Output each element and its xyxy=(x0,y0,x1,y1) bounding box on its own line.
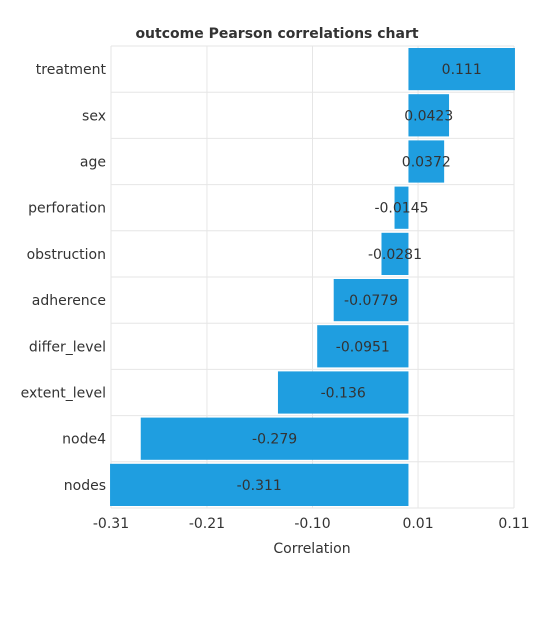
x-tick-label: -0.10 xyxy=(294,516,330,532)
bar-value-label: -0.0951 xyxy=(336,339,390,355)
bar-sex[interactable] xyxy=(408,94,450,137)
x-tick-label: 0.11 xyxy=(498,516,529,532)
x-axis-tick-labels: -0.31 -0.21 -0.10 0.01 0.11 xyxy=(93,516,530,532)
x-tick-label: 0.01 xyxy=(402,516,433,532)
bar-value-label: -0.0779 xyxy=(344,293,398,309)
bars xyxy=(110,48,515,506)
category-label-obstruction: obstruction xyxy=(27,247,106,263)
category-label-nodes: nodes xyxy=(64,478,106,494)
bar-treatment[interactable] xyxy=(408,48,515,91)
bar-value-label: 0.111 xyxy=(442,62,482,78)
bar-obstruction[interactable] xyxy=(381,232,409,275)
bar-extent_level[interactable] xyxy=(277,371,409,414)
category-label-differ_level: differ_level xyxy=(29,339,106,355)
bar-value-label: -0.279 xyxy=(252,432,297,448)
category-label-node4: node4 xyxy=(62,432,106,448)
chart-title: outcome Pearson correlations chart xyxy=(135,26,418,42)
bar-perforation[interactable] xyxy=(394,186,409,229)
bar-differ_level[interactable] xyxy=(317,325,409,368)
bar-nodes[interactable] xyxy=(110,463,409,506)
bar-node4[interactable] xyxy=(140,417,409,460)
x-axis-title: Correlation xyxy=(273,541,350,557)
category-label-adherence: adherence xyxy=(32,293,106,309)
bar-value-label: -0.0145 xyxy=(374,201,428,217)
bar-value-label: -0.136 xyxy=(321,386,366,402)
category-label-sex: sex xyxy=(82,108,106,124)
x-tick-label: -0.31 xyxy=(93,516,129,532)
bar-value-label: 0.0372 xyxy=(402,155,451,171)
category-label-treatment: treatment xyxy=(36,62,107,78)
bar-adherence[interactable] xyxy=(333,279,409,322)
category-label-extent_level: extent_level xyxy=(21,386,106,402)
bar-value-labels: 0.111 0.0423 0.0372 -0.0145 -0.0281 -0.0779 -0… xyxy=(237,62,482,494)
bar-value-label: -0.0281 xyxy=(368,247,422,263)
category-label-age: age xyxy=(80,155,106,171)
x-tick-label: -0.21 xyxy=(189,516,225,532)
bar-value-label: -0.311 xyxy=(237,478,282,494)
category-axis-labels: treatment sex age perforation obstruction adh… xyxy=(21,62,107,494)
bar-value-label: 0.0423 xyxy=(404,108,453,124)
bar-age[interactable] xyxy=(408,140,445,183)
category-label-perforation: perforation xyxy=(28,201,106,217)
